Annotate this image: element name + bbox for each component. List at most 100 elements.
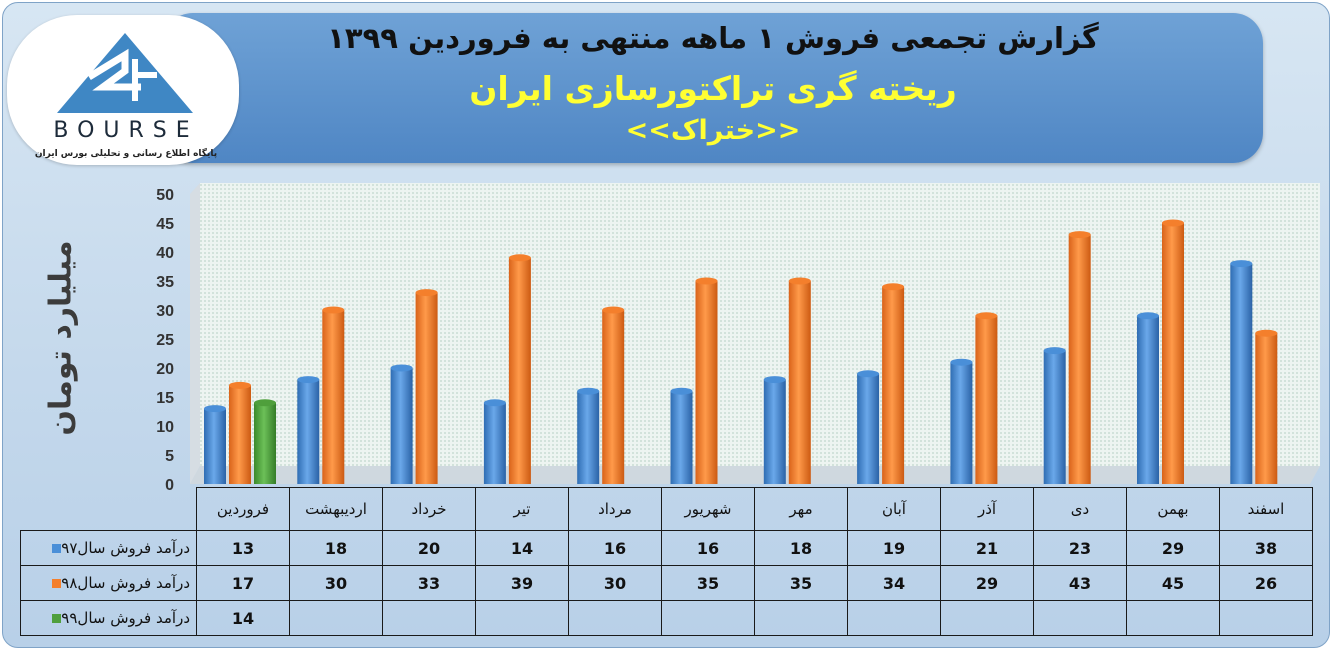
bar-body [390,368,413,484]
table-cell: 30 [568,565,662,601]
table-cell [754,600,848,636]
table-cell: 16 [661,530,755,566]
bar [670,387,693,484]
bar [204,405,226,484]
bar-body [204,408,226,484]
table-cell: 30 [289,565,383,601]
bar-cap [254,399,276,407]
bar-body [322,310,345,484]
logo-subtitle: پایگاه اطلاع رسانی و تحلیلی بورس ایران [34,149,218,159]
y-tick-label: 35 [156,274,174,291]
table-header-row: فروردین اردیبهشت خرداد تیر مرداد شهریور … [20,487,1313,531]
bar-cap [670,387,693,395]
bar-cap [950,358,973,366]
bar [390,364,413,484]
bar-cap [415,289,438,297]
bar [857,370,880,484]
bar-body [975,315,998,484]
y-tick-label: 50 [156,187,174,204]
bar-cap [1137,312,1159,320]
table-row-98: درآمد فروش سال۹۸ 17 30 33 39 30 35 35 34… [20,565,1313,601]
bar-body [229,385,251,484]
table-cell: 23 [1033,530,1127,566]
plot-side-wall [190,183,200,484]
series-98-swatch-icon [52,579,62,588]
table-header-cell: شهریور [661,487,755,531]
bar [322,306,345,484]
bar-cap [297,376,320,384]
table-cell [289,600,383,636]
bar-cap [390,364,413,372]
table-cell: 18 [754,530,848,566]
bar [1230,260,1253,484]
table-cell: 45 [1126,565,1220,601]
table-header-cell: مرداد [568,487,662,531]
bar-body [857,373,880,484]
bar [483,399,506,484]
legend-cell-99: درآمد فروش سال۹۹ [20,600,197,636]
table-header-cell: آبان [847,487,941,531]
table-cell: 34 [847,565,941,601]
y-tick-label: 45 [156,216,174,233]
table-row-97: درآمد فروش سال۹۷ 13 18 20 14 16 16 18 19… [20,530,1313,566]
bar-cap [204,405,226,413]
bar-body [1230,263,1253,484]
table-cell: 21 [940,530,1034,566]
bar [882,283,905,484]
bar-cap [322,306,345,314]
logo-mark-icon [57,33,193,113]
y-tick-label: 5 [165,448,174,465]
bar-cap [1162,219,1184,227]
table-header-cell: آذر [940,487,1034,531]
series-99-swatch-icon [52,614,62,623]
table-cell: 29 [940,565,1034,601]
bar-body [1137,315,1159,484]
bar [577,387,600,484]
bar-cap [483,399,506,407]
table-cell [568,600,662,636]
bar [1162,219,1184,484]
bar-cap [882,283,905,291]
report-title: گزارش تجمعی فروش ۱ ماهه منتهی به فروردین… [327,21,1099,55]
bar [415,289,438,484]
table-header-cell: اسفند [1219,487,1313,531]
table-cell: 16 [568,530,662,566]
bar-body [297,379,320,484]
table-cell: 35 [661,565,755,601]
bar-body [695,281,718,484]
legend-cell-97: درآمد فروش سال۹۷ [20,530,197,566]
y-tick-label: 30 [156,303,174,320]
bar-body [483,402,506,484]
table-header-cell: اردیبهشت [289,487,383,531]
company-name: ریخته گری تراکتورسازی ایران [469,69,957,108]
bar-body [415,292,438,484]
title-banner [163,13,1263,163]
bar [695,277,718,484]
bar [763,376,786,484]
data-table: فروردین اردیبهشت خرداد تیر مرداد شهریور … [20,487,1313,636]
bar [950,358,973,484]
bar-cap [763,376,786,384]
y-axis: 0 5 10 15 20 25 30 35 40 45 50 [156,187,174,494]
bar [254,399,276,484]
table-header-cell: بهمن [1126,487,1220,531]
table-cell: 17 [196,565,290,601]
bar-cap [857,370,880,378]
bar-body [1043,350,1066,484]
series-99-label: درآمد فروش سال۹۹ [61,609,190,627]
table-row-99: درآمد فروش سال۹۹ 14 [20,600,1313,636]
table-cell: 20 [382,530,476,566]
bar-body [670,391,693,484]
bar [788,277,811,484]
bar [602,306,625,484]
bar-body [577,391,600,484]
y-tick-label: 25 [156,332,174,349]
table-cell: 43 [1033,565,1127,601]
bar-body [254,402,276,484]
bar-body [1162,223,1184,484]
series-98-label: درآمد فروش سال۹۸ [61,574,190,592]
bar [1137,312,1159,484]
bar-body [1068,234,1091,484]
bar [1255,329,1278,484]
